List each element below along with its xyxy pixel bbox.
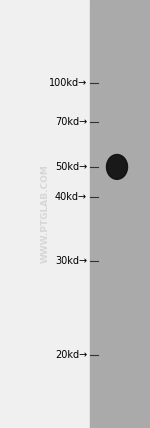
- Text: WWW.PTGLAB.COM: WWW.PTGLAB.COM: [40, 164, 50, 264]
- Text: 100kd→: 100kd→: [49, 78, 87, 89]
- Text: 30kd→: 30kd→: [55, 256, 87, 266]
- Bar: [0, 0, 90, 428]
- Text: 20kd→: 20kd→: [55, 350, 87, 360]
- Ellipse shape: [106, 155, 128, 179]
- Text: 70kd→: 70kd→: [55, 117, 87, 127]
- Text: 40kd→: 40kd→: [55, 192, 87, 202]
- Bar: [90, 0, 150, 428]
- Text: 50kd→: 50kd→: [55, 162, 87, 172]
